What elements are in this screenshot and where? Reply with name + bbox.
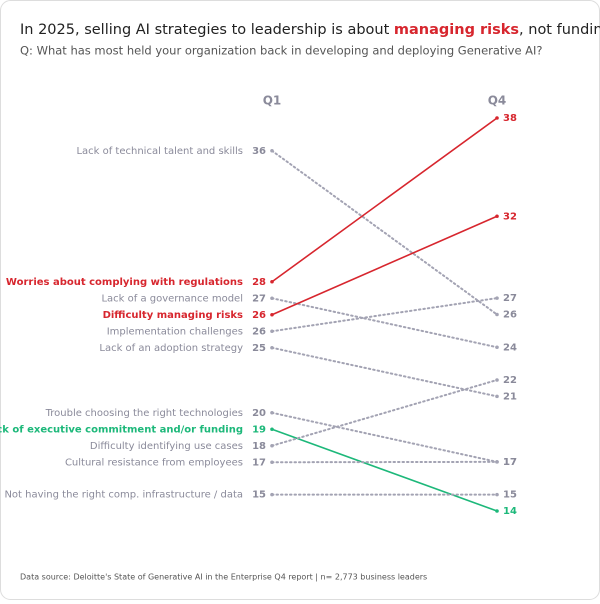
value-label: 17 (252, 457, 266, 468)
endpoint (495, 395, 499, 399)
value-label: 19 (252, 424, 266, 435)
value-label: 27 (503, 293, 517, 304)
endpoint (495, 345, 499, 349)
category-label: Implementation challenges (107, 326, 243, 337)
value-label: 21 (503, 391, 517, 402)
title-part: In 2025, selling AI strategies to leader… (20, 22, 394, 38)
value-label: 15 (252, 490, 266, 501)
endpoint (270, 149, 274, 153)
endpoint (270, 346, 274, 350)
category-label: Worries about complying with regulations (6, 277, 243, 288)
value-label: 22 (503, 375, 517, 386)
category-label: Difficulty identifying use cases (90, 441, 243, 452)
category-label: Lack of an adoption strategy (99, 343, 243, 354)
category-label: Lack of technical talent and skills (76, 146, 243, 157)
value-label: 32 (503, 211, 517, 222)
value-label: 28 (252, 277, 266, 288)
value-label: 26 (503, 310, 517, 321)
endpoint (495, 378, 499, 382)
column-header: Q4 (488, 94, 507, 108)
endpoint (270, 329, 274, 333)
chart-subtitle: Q: What has most held your organization … (20, 44, 543, 58)
value-label: 15 (503, 490, 517, 501)
category-label: Lack of executive commitment and/or fund… (0, 424, 243, 435)
value-label: 26 (252, 310, 266, 321)
endpoint (270, 313, 274, 317)
value-label: 36 (252, 146, 266, 157)
endpoint (270, 460, 274, 464)
title-highlight: managing risks (394, 22, 519, 38)
endpoint (495, 214, 499, 218)
value-label: 25 (252, 343, 266, 354)
value-label: 14 (503, 506, 517, 517)
value-label: 18 (252, 441, 266, 452)
endpoint (495, 296, 499, 300)
value-label: 27 (252, 293, 266, 304)
endpoint (270, 493, 274, 497)
endpoint (495, 116, 499, 120)
value-label: 38 (503, 113, 517, 124)
value-label: 17 (503, 457, 517, 468)
category-label: Trouble choosing the right technologies (45, 408, 243, 419)
chart-title: In 2025, selling AI strategies to leader… (20, 22, 600, 38)
category-label: Difficulty managing risks (103, 310, 243, 321)
endpoint (495, 313, 499, 317)
category-label: Cultural resistance from employees (65, 457, 243, 468)
category-label: Not having the right comp. infrastructur… (4, 490, 243, 501)
value-label: 26 (252, 326, 266, 337)
source-note: Data source: Deloitte's State of Generat… (20, 573, 427, 582)
title-part: , not funding or talent. (519, 22, 600, 38)
category-label: Lack of a governance model (101, 293, 243, 304)
endpoint (270, 444, 274, 448)
endpoint (270, 427, 274, 431)
endpoint (495, 509, 499, 513)
endpoint (270, 296, 274, 300)
column-header: Q1 (263, 94, 282, 108)
endpoint (270, 411, 274, 415)
value-label: 24 (503, 342, 517, 353)
value-label: 20 (252, 408, 266, 419)
endpoint (270, 280, 274, 284)
endpoint (495, 493, 499, 497)
endpoint (495, 460, 499, 464)
